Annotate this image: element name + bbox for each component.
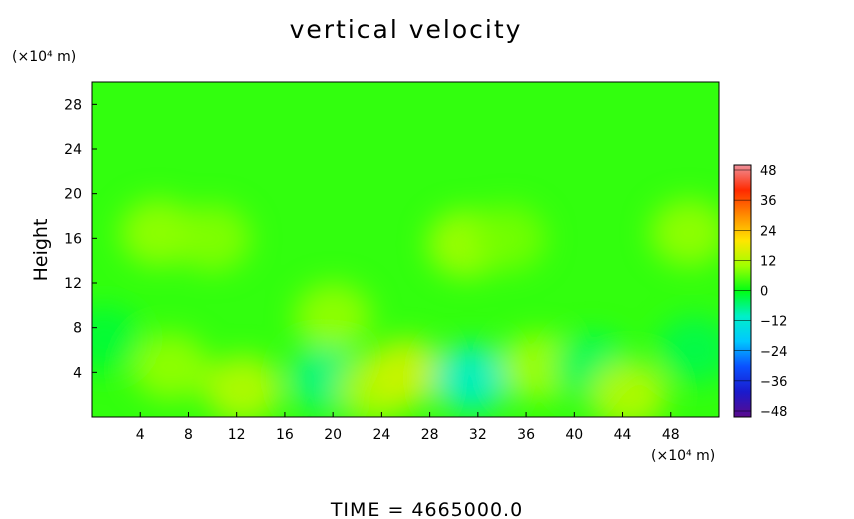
field-feature	[656, 316, 719, 384]
field-feature	[173, 204, 252, 272]
x-tick-label: 44	[614, 427, 632, 443]
colorbar-tick-label: −12	[760, 315, 787, 330]
field-feature	[589, 361, 668, 417]
x-tick-label: 32	[469, 427, 487, 443]
y-tick-label: 4	[73, 365, 82, 381]
colorbar-tick-label: 0	[760, 285, 768, 300]
y-unit-label: (×10⁴ m)	[12, 49, 76, 65]
field-feature	[204, 355, 282, 417]
field-feature	[469, 204, 547, 272]
x-tick-label: 28	[421, 427, 439, 443]
y-tick-label: 28	[64, 97, 82, 113]
y-tick-label: 20	[64, 187, 82, 203]
colorbar-tick-label: 48	[760, 164, 777, 179]
colorbar-tick-label: 24	[760, 224, 777, 239]
x-tick-label: 40	[565, 427, 583, 443]
x-unit-label: (×10⁴ m)	[651, 448, 715, 464]
x-tick-label: 48	[662, 427, 680, 443]
x-tick-label: 4	[136, 427, 145, 443]
plot-area	[91, 81, 720, 418]
colorbar-tick-label: −36	[760, 375, 787, 390]
field-feature	[131, 333, 209, 401]
x-tick-label: 36	[517, 427, 535, 443]
field-feature	[366, 338, 445, 406]
y-tick-label: 8	[73, 321, 82, 337]
field-feature	[433, 344, 511, 412]
x-tick-label: 20	[324, 427, 342, 443]
field-feature	[294, 283, 372, 350]
x-tick-label: 24	[372, 427, 390, 443]
chart-title: vertical velocity	[290, 15, 523, 44]
field-feature	[650, 199, 719, 267]
y-axis-label: Height	[30, 219, 52, 282]
y-tick-label: 16	[64, 231, 82, 247]
colorbar-tick-label: −24	[760, 345, 787, 360]
x-tick-label: 16	[276, 427, 294, 443]
colorbar-tick-label: 12	[760, 254, 777, 269]
field-feature	[92, 305, 143, 373]
x-axis-ticks: 4 8 12 16 20 24 28 32 36 40 44 48	[136, 412, 680, 443]
time-footer: TIME = 4665000.0	[330, 499, 523, 519]
y-axis-ticks: 4 8 12 16 20 24 28	[64, 97, 97, 381]
colorbar-tick-label: −48	[760, 405, 787, 420]
colorbar-tick-label: 36	[760, 194, 777, 209]
plot-frame	[91, 81, 720, 418]
y-tick-label: 12	[64, 276, 82, 292]
colorbar: 48 36 24 12 0 −12 −24 −36 −48	[733, 164, 787, 420]
x-tick-label: 8	[184, 427, 193, 443]
field-feature	[499, 333, 577, 401]
y-tick-label: 24	[64, 142, 82, 158]
x-tick-label: 12	[228, 427, 246, 443]
colorbar-scale	[733, 164, 752, 418]
